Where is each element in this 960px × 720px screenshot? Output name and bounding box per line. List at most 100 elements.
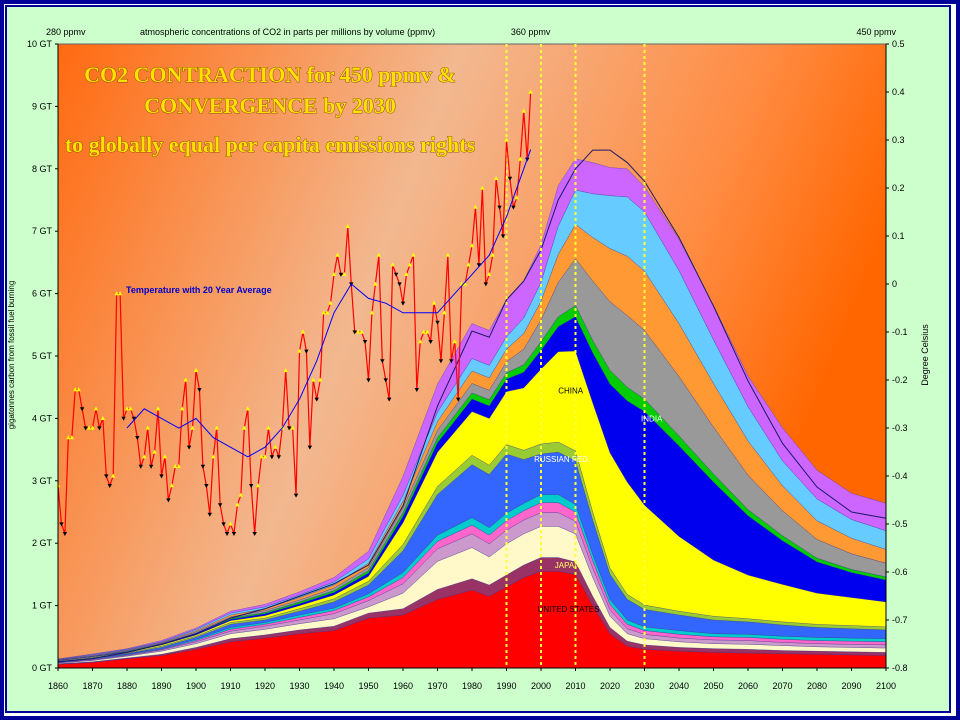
temperature-point (59, 522, 64, 527)
x-tick-label: 2040 (669, 681, 689, 691)
temperature-point (255, 483, 261, 488)
temperature-point (228, 521, 233, 526)
temperature-point (483, 282, 488, 287)
temperature-point (66, 435, 71, 440)
temperature-point (114, 291, 119, 296)
temperature-point (514, 195, 520, 200)
x-tick-label: 1870 (82, 681, 102, 691)
temperature-label: Temperature with 20 Year Average (126, 285, 272, 295)
axes: 0 GT 1 GT 2 GT 3 GT 4 GT 5 GT 6 GT 7 GT 8 GT 9 GT… (27, 27, 908, 691)
right-tick-label: -0.3 (892, 423, 908, 433)
x-tick-label: 1860 (48, 681, 68, 691)
temperature-point (362, 340, 368, 344)
temperature-point (366, 378, 371, 383)
total-emissions-line (57, 149, 887, 663)
x-tick-label: 1900 (186, 681, 206, 691)
x-tick-label: 1910 (220, 681, 240, 691)
temperature-point (221, 522, 226, 527)
temperature-point (159, 474, 164, 479)
x-tick-label: 1940 (324, 681, 344, 691)
temperature-point (155, 406, 161, 411)
right-tick-label: -0.4 (892, 471, 908, 481)
temperature-point (190, 425, 195, 430)
temperature-point (331, 272, 337, 276)
temperature-point (435, 320, 440, 325)
temperature-point (324, 310, 330, 315)
left-tick-label: 8 GT (32, 164, 53, 174)
temperature-point (214, 425, 219, 430)
temperature-point (266, 425, 271, 430)
temperature-point (169, 483, 175, 488)
temperature-point (500, 234, 506, 239)
temperature-point (152, 449, 157, 454)
left-tick-label: 10 GT (27, 39, 53, 49)
temperature-point (431, 300, 437, 305)
temperature-point (335, 252, 340, 257)
temperature-point (507, 176, 513, 181)
temperature-point (90, 425, 95, 430)
title-line-1: CO2 CONTRACTION for 450 ppmv & (84, 62, 456, 87)
x-tick-label: 2020 (600, 681, 620, 691)
x-tick-label: 2100 (876, 681, 896, 691)
temperature-point (342, 272, 347, 276)
temperature-point (442, 310, 447, 315)
temperature-point (286, 426, 292, 431)
temperature-point (493, 176, 499, 180)
temperature-point (380, 359, 385, 364)
temperature-point (76, 387, 81, 392)
temperature-point (117, 291, 123, 296)
temperature-point (111, 473, 116, 478)
x-tick-label: 2000 (531, 681, 551, 691)
temperature-point (93, 406, 99, 411)
temperature-point (528, 89, 533, 94)
temperature-point (404, 272, 409, 276)
temperature-point (186, 445, 192, 450)
temperature-point (293, 493, 299, 498)
temperature-point (383, 378, 388, 383)
temperature-point (490, 252, 495, 257)
temperature-point (487, 272, 492, 276)
left-axis-label: gigatonnes carbon from fossil fuel burni… (7, 281, 16, 430)
temperature-point (390, 262, 395, 267)
right-tick-label: 0.5 (892, 39, 905, 49)
temperature-point (235, 502, 240, 507)
temperature-point (359, 329, 364, 334)
temperature-point (307, 445, 313, 450)
x-tick-label: 1880 (117, 681, 137, 691)
temperature-point (497, 205, 502, 210)
temperature-point (476, 263, 482, 268)
top-axis-caption: atmospheric concentrations of CO2 in par… (140, 27, 435, 37)
temperature-point (397, 282, 402, 287)
temperature-point (283, 368, 288, 372)
temperature-point (276, 455, 281, 460)
temperature-point (124, 406, 130, 411)
temperature-point (86, 425, 92, 430)
left-tick-label: 1 GT (32, 601, 53, 611)
temperature-point (131, 416, 137, 421)
x-tick-label: 2010 (565, 681, 585, 691)
temperature-point (518, 156, 523, 161)
temperature-point (245, 406, 250, 411)
left-tick-label: 6 GT (32, 289, 53, 299)
chart-labels: CHINA INDIA RUSSIAN FED. JAPAN UNITED STATES (534, 386, 663, 613)
temperature-point (376, 252, 382, 257)
chart-label: JAPAN (555, 561, 580, 570)
temperature-point (511, 205, 516, 210)
temperature-point (238, 492, 244, 497)
x-tick-label: 1980 (462, 681, 482, 691)
temperature-point (162, 454, 168, 459)
temperature-point (83, 426, 88, 431)
temperature-point (345, 224, 350, 228)
x-tick-label: 1950 (358, 681, 378, 691)
x-tick-label: 2030 (634, 681, 654, 691)
x-tick-label: 2060 (738, 681, 758, 691)
temperature-point (304, 349, 309, 354)
x-tick-label: 2070 (772, 681, 792, 691)
temperature-point (445, 252, 451, 257)
temperature-point (352, 330, 357, 335)
temperature-point (148, 464, 154, 469)
right-tick-label: 0.3 (892, 135, 905, 145)
x-tick-label: 1990 (496, 681, 516, 691)
temperature-point (62, 532, 68, 536)
temperature-point (314, 397, 319, 402)
